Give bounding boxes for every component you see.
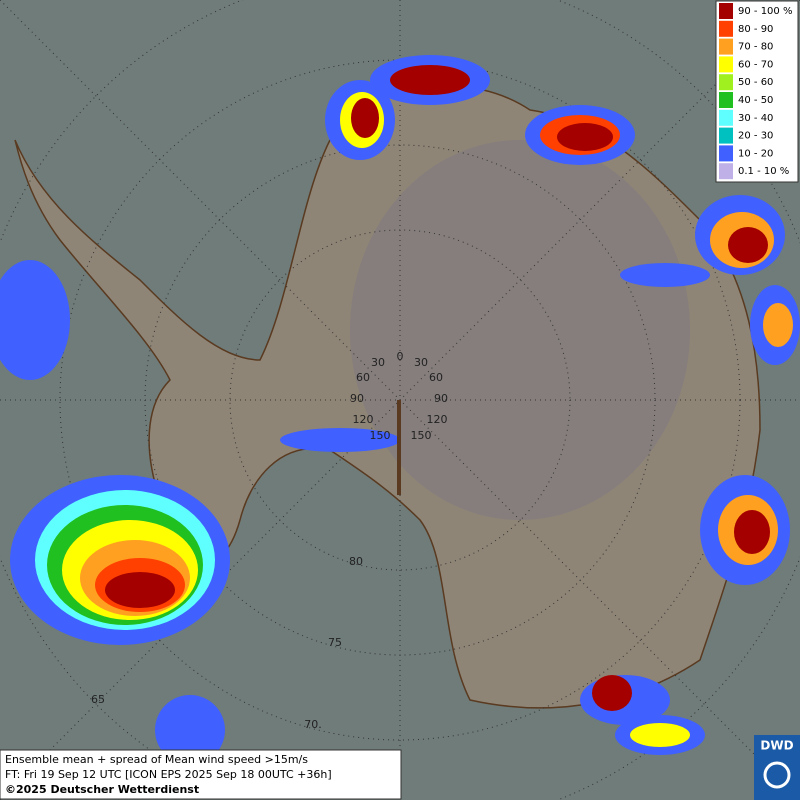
graticule-label: 60 (429, 371, 443, 384)
legend-label: 20 - 30 (738, 131, 773, 142)
legend-swatch (719, 127, 733, 144)
legend-label: 80 - 90 (738, 24, 773, 35)
graticule-label: 90 (350, 392, 364, 405)
graticule-label: 75 (328, 636, 342, 649)
legend-swatch (719, 109, 733, 126)
graticule-label: 150 (370, 429, 391, 442)
graticule-label: 30 (414, 356, 428, 369)
logo-icon (763, 761, 791, 789)
legend-swatch (719, 163, 733, 180)
graticule-label: 0 (397, 350, 404, 363)
caption-line: FT: Fri 19 Sep 12 UTC [ICON EPS 2025 Sep… (5, 768, 332, 781)
graticule-label: 120 (427, 413, 448, 426)
caption-box (0, 749, 402, 800)
legend-label: 40 - 50 (738, 95, 773, 106)
graticule-label: 60 (356, 371, 370, 384)
legend-swatch (719, 92, 733, 108)
legend-label: 70 - 80 (738, 42, 773, 53)
legend-swatch (719, 74, 733, 91)
legend-label: 0.1 - 10 % (738, 166, 789, 177)
legend-swatch (719, 56, 733, 73)
wind-areas (0, 55, 800, 765)
legend: 90 - 100 % 80 - 90 70 - 80 60 - 70 50 - 60 40… (715, 0, 799, 183)
logo (754, 735, 800, 800)
graticule-label: 90 (434, 392, 448, 405)
legend-label: 50 - 60 (738, 77, 773, 88)
legend-label: 30 - 40 (738, 113, 773, 124)
legend-label: 90 - 100 % (738, 6, 792, 17)
graticule-label: 120 (353, 413, 374, 426)
graticule-label: 30 (371, 356, 385, 369)
graticule-label: 80 (349, 555, 363, 568)
logo-text: DWD (760, 739, 793, 753)
legend-label: 10 - 20 (738, 148, 773, 159)
graticule-label: 70. (304, 718, 322, 731)
graticule-label: 65 (91, 693, 105, 706)
caption-line: ©2025 Deutscher Wetterdienst (5, 783, 199, 796)
plateau (350, 140, 690, 520)
legend-swatch (719, 38, 733, 55)
graticule-label: 150 (411, 429, 432, 442)
marker-line (397, 400, 401, 495)
legend-label: 60 - 70 (738, 59, 773, 70)
legend-swatch (719, 20, 733, 37)
legend-swatch (719, 3, 733, 19)
caption-line: Ensemble mean + spread of Mean wind spee… (5, 753, 308, 766)
legend-swatch (719, 145, 733, 162)
